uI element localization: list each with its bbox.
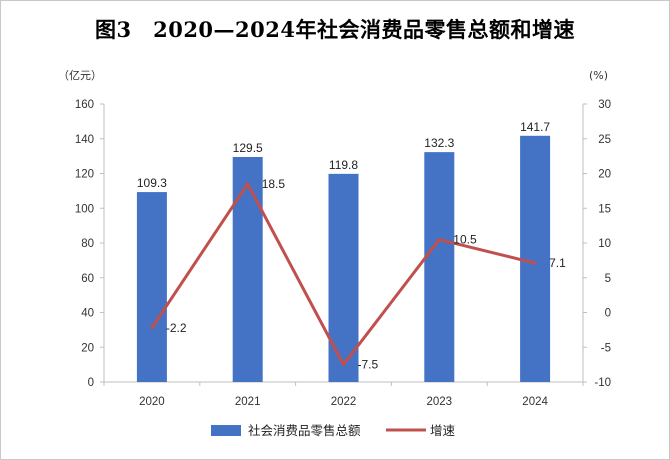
x-tick-label: 2020 [139,396,165,408]
line-value-label: -7.5 [358,358,379,372]
line-point [533,261,537,265]
right-tick-label: 5 [605,273,611,285]
bar [232,156,263,382]
line-value-label: 7.1 [549,256,566,270]
left-axis-unit: （亿元） [58,69,102,82]
line-value-label: 10.5 [453,233,477,247]
x-tick-label: 2021 [235,396,261,408]
bar-value-label: 141.7 [520,120,550,134]
chart-title: 图3 2020—2024年社会消费品零售总额和增速 [94,17,575,42]
left-tick-label: 80 [81,238,94,250]
line-point [437,238,441,242]
bar-series [136,135,551,382]
left-tick-label: 100 [75,203,94,215]
right-tick-label: 10 [598,238,611,250]
bar [136,192,167,382]
right-tick-label: -10 [594,377,611,389]
legend: 社会消费品零售总额 增速 [211,423,456,438]
bar [520,135,551,382]
x-tick-label: 2022 [331,396,357,408]
right-tick-label: 25 [598,134,611,146]
bar-value-label: 132.3 [424,136,454,150]
left-tick-label: 20 [81,342,94,354]
bar-value-label: 129.5 [233,141,263,155]
line-point [150,326,154,330]
line-series [150,182,537,367]
left-tick-label: 120 [75,169,94,181]
legend-swatch-bar [211,425,241,436]
left-tick-label: 60 [81,273,94,285]
right-tick-label: 15 [598,203,611,215]
x-tick-label: 2023 [427,396,453,408]
right-axis-unit: (%) [589,69,608,82]
legend-label-bar: 社会消费品零售总额 [248,423,361,438]
right-tick-label: 30 [598,99,611,111]
line-point [342,363,345,367]
right-tick-label: 0 [605,308,611,320]
data-labels: 109.3 129.5 119.8 132.3 141.7 -2.2 18.5 -7.5 10.… [137,120,566,372]
left-tick-label: 160 [75,99,94,111]
left-tick-label: 40 [81,308,94,320]
right-tick-label: -5 [601,342,611,354]
bar-value-label: 119.8 [329,158,358,172]
legend-label-line: 增速 [430,423,456,438]
bar [424,152,455,382]
bar-value-label: 109.3 [137,176,167,190]
line-point [246,182,250,186]
left-tick-label: 0 [88,377,94,389]
left-tick-label: 140 [75,134,94,146]
line-value-label: 18.5 [262,177,286,191]
line-value-label: -2.2 [166,321,187,335]
x-tick-label: 2024 [522,396,548,408]
right-tick-label: 20 [598,169,611,181]
axes: 0 20 40 60 80 100 120 140 160 -10 -5 0 5 10 15 20 25 30 20… [58,69,611,408]
